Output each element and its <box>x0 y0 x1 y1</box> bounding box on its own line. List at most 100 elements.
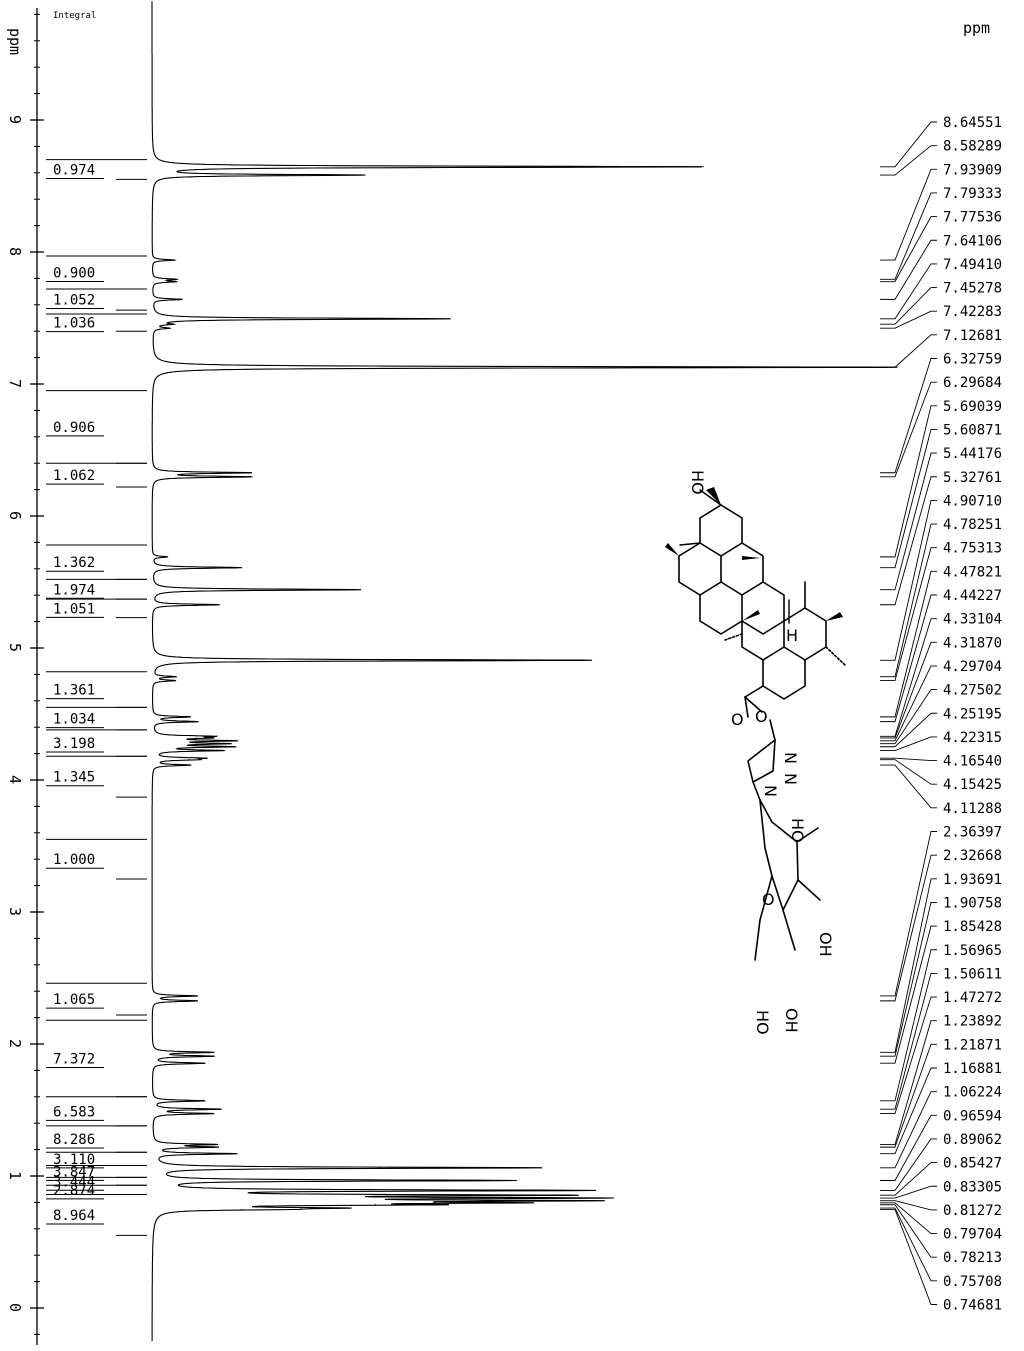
peak-label: 0.79704 <box>943 1227 1002 1243</box>
integral-value: 7.372 <box>53 1052 95 1068</box>
atom-label: HO <box>688 470 707 495</box>
peak-mark <box>538 1167 541 1169</box>
peak-leader-line <box>880 1162 937 1196</box>
peak-mark <box>173 679 175 682</box>
peak-leader-line <box>880 239 937 300</box>
peak-leader-line <box>880 1091 937 1169</box>
peak-leader-line <box>880 759 937 785</box>
tick-label: 9 <box>6 115 24 124</box>
peak-label: 7.45278 <box>943 281 1002 297</box>
integral-value: 8.964 <box>53 1208 95 1224</box>
structure-atom-labels: HO H O O N N N HO O OH OH HO <box>688 470 835 1035</box>
peak-leader-line <box>880 263 937 320</box>
peak-label: 0.74681 <box>943 1298 1002 1314</box>
peak-mark <box>203 1062 205 1064</box>
ppm-axis: ppm Integral ppm 9 8 7 6 5 4 3 2 1 0 <box>6 8 990 1345</box>
peak-mark <box>449 318 451 320</box>
molecular-structure <box>665 487 846 961</box>
integral-value: 3.198 <box>53 736 95 752</box>
peak-label: 4.16540 <box>943 754 1002 770</box>
peak-mark <box>211 1113 213 1115</box>
peak-mark <box>590 659 593 661</box>
peak-label: 1.16881 <box>943 1061 1002 1077</box>
peak-mark <box>576 1189 578 1192</box>
peak-label-list: 8.64551 8.58289 7.93909 7.79333 7.77536 7.641… <box>880 115 1002 1314</box>
atom-label: HO <box>753 1010 772 1035</box>
peak-mark <box>516 1200 518 1202</box>
peak-leader-line <box>880 878 937 1053</box>
peak-label: 5.44176 <box>943 446 1002 462</box>
peak-label: 4.31870 <box>943 635 1002 651</box>
peak-label: 7.79333 <box>943 186 1002 202</box>
integral-value: 1.974 <box>53 582 95 598</box>
peak-leader-line <box>880 570 937 718</box>
tick-label: 4 <box>6 775 24 784</box>
integral-value: 3.444 <box>53 1174 95 1190</box>
integral-value: 1.052 <box>53 293 95 309</box>
atom-label: N <box>781 752 800 764</box>
peak-mark <box>211 1051 213 1053</box>
peak-mark <box>233 1153 235 1155</box>
peak-mark <box>173 278 175 280</box>
atom-label: OH <box>782 1008 801 1033</box>
tick-label: 8 <box>6 247 24 256</box>
integral-value: 3.110 <box>53 1152 95 1168</box>
peak-leader-line <box>880 1207 937 1282</box>
peak-label: 8.64551 <box>943 115 1002 131</box>
peak-mark <box>374 1204 377 1206</box>
peak-label: 1.93691 <box>943 872 1002 888</box>
peak-label: 1.06224 <box>943 1085 1002 1101</box>
tick-label: 6 <box>6 511 24 520</box>
peak-leader-line <box>880 1185 937 1199</box>
peak-label: 7.93909 <box>943 162 1002 178</box>
integral-value: 0.974 <box>53 163 95 179</box>
peak-leader-line <box>880 334 937 368</box>
integral-value: 0.900 <box>53 265 95 281</box>
peak-label: 8.58289 <box>943 139 1002 155</box>
peak-label: 6.32759 <box>943 352 1002 368</box>
peak-label: 0.83305 <box>943 1179 1002 1195</box>
integral-value: 6.583 <box>53 1104 95 1120</box>
peak-mark <box>509 1179 511 1182</box>
atom-label: O <box>731 710 744 729</box>
peak-leader-line <box>880 854 937 1002</box>
peak-mark <box>196 757 198 759</box>
peak-leader-line <box>880 1204 937 1258</box>
peak-mark <box>523 1194 526 1196</box>
peak-label: 4.22315 <box>943 730 1002 746</box>
peak-leader-line <box>880 121 937 168</box>
peak-leader-line <box>880 1043 937 1148</box>
peak-leader-line <box>880 1208 937 1305</box>
spectrum-trace <box>151 1 898 1341</box>
peak-label: 7.49410 <box>943 257 1002 273</box>
integral-value: 8.286 <box>53 1132 95 1148</box>
peak-mark <box>173 676 175 678</box>
peak-leader-line <box>880 499 937 661</box>
peak-label: 4.90710 <box>943 493 1002 509</box>
peak-leader-line <box>880 665 937 742</box>
peak-leader-line <box>880 764 937 809</box>
integral-value: 2.874 <box>53 1183 95 1199</box>
peak-label: 1.85428 <box>943 919 1002 935</box>
atom-label: H <box>786 626 798 645</box>
peak-mark <box>248 472 250 474</box>
peak-mark <box>211 1146 213 1148</box>
peak-leader-line <box>880 757 937 761</box>
peak-mark <box>538 1197 541 1199</box>
peak-mark <box>218 749 220 752</box>
peak-mark <box>188 716 190 718</box>
peak-leader-line <box>880 996 937 1115</box>
peak-label: 7.12681 <box>943 328 1002 344</box>
peak-mark <box>360 174 362 176</box>
peak-leader-line <box>880 641 937 739</box>
peak-label: 1.47272 <box>943 990 1002 1006</box>
peak-mark <box>300 1207 302 1209</box>
peak-mark <box>196 737 198 739</box>
peak-leader-line <box>880 216 937 283</box>
right-axis-title: ppm <box>963 19 990 37</box>
tick-label: 2 <box>6 1039 24 1048</box>
peak-leader-line <box>880 1114 937 1181</box>
atom-label: OH <box>816 932 835 957</box>
peak-mark <box>240 567 242 569</box>
peak-label: 7.42283 <box>943 304 1002 320</box>
